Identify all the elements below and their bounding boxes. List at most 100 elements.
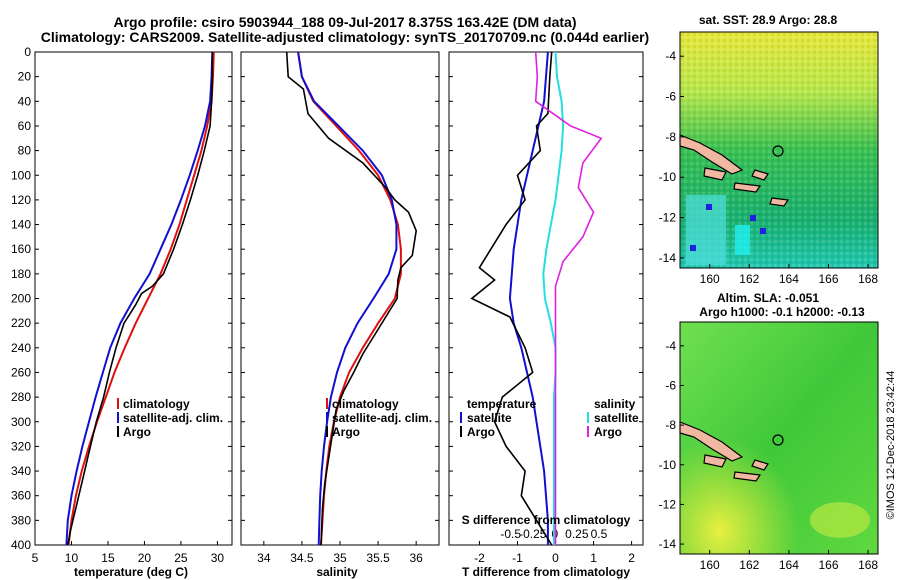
y-tick-label: 40 (18, 94, 32, 108)
sst-blue-cell (690, 245, 696, 251)
y-tick-label: 320 (11, 439, 31, 453)
difference-xlabel: T difference from climatology (462, 565, 630, 579)
island-shape (679, 134, 744, 175)
series-line-t-argo (470, 51, 553, 546)
x-tick-label: 25 (174, 551, 188, 565)
y-tick-label: 0 (24, 45, 31, 59)
map-x-tick-label: 162 (739, 558, 759, 572)
argo-position-marker (772, 145, 784, 157)
series-line-s-argo (534, 51, 603, 545)
difference-axes-frame (448, 51, 644, 546)
legend-label: satellite (467, 411, 512, 425)
x-tick-label: 5 (32, 551, 39, 565)
temperature-panel: 0 20 40 60 80 100 120 140 160 180 200 220 240 260 280 3… (11, 45, 233, 565)
series-line-argo (285, 51, 418, 546)
y-tick-label: 400 (11, 538, 31, 552)
x-tick-label: 15 (101, 551, 115, 565)
series-line-satellite-adj-clim- (297, 51, 398, 546)
legend-label: Argo (594, 425, 622, 439)
sst-map-frame (679, 31, 879, 269)
x-tick-label: -1 (512, 551, 523, 565)
sla-map-subtitle: Argo h1000: -0.1 h2000: -0.13 (699, 305, 865, 319)
x-tick-label: 36 (409, 551, 423, 565)
island-shape (751, 459, 769, 471)
legend-title-temperature: temperature (467, 397, 537, 411)
sst-blue-cell (760, 228, 766, 234)
x-tick-label: 0 (552, 551, 559, 565)
sst-cool-patch (735, 225, 750, 255)
y-tick-label: 220 (11, 316, 31, 330)
s-tick-label: -0.25 (519, 527, 547, 541)
s-tick-label: -0.5 (500, 527, 521, 541)
island-shape (769, 197, 790, 207)
figure-title-line2: Climatology: CARS2009. Satellite-adjuste… (41, 29, 649, 45)
x-tick-label: 2 (628, 551, 635, 565)
salinity-axes-frame (240, 51, 440, 546)
map-y-tick-label: -8 (665, 130, 676, 144)
y-tick-label: 360 (11, 489, 31, 503)
imos-watermark: ©IMOS 12-Dec-2018 23:42:44 (885, 371, 897, 520)
x-tick-label: 34.5 (290, 551, 314, 565)
x-tick-label: -2 (474, 551, 485, 565)
s-tick-label: 0.5 (591, 527, 608, 541)
x-tick-label: 34 (257, 551, 271, 565)
y-tick-label: 60 (18, 119, 32, 133)
legend-label: Argo (467, 425, 495, 439)
x-tick-label: 30 (211, 551, 225, 565)
island-shape (733, 471, 762, 482)
map-x-tick-label: 166 (818, 272, 838, 286)
salinity-panel: 34 34.5 35 35.5 36 climatologysatellite-adj. … (240, 51, 440, 565)
series-line-satellite-adj-clim- (65, 51, 214, 546)
x-tick-label: 20 (138, 551, 152, 565)
map-x-tick-label: 168 (858, 558, 878, 572)
figure-title-line1: Argo profile: csiro 5903944_188 09-Jul-2… (113, 14, 576, 30)
legend-title-salinity: salinity (594, 397, 636, 411)
y-tick-label: 240 (11, 341, 31, 355)
sla-map-title: Altim. SLA: -0.051 (717, 291, 819, 305)
sst-blue-cell (750, 215, 756, 221)
map-y-tick-label: -14 (659, 251, 677, 265)
s-difference-axis-label: S difference from climatology (462, 513, 631, 527)
map-x-tick-label: 168 (858, 272, 878, 286)
legend-label: Argo (123, 425, 151, 439)
island-shape (679, 421, 744, 462)
y-tick-label: 260 (11, 365, 31, 379)
y-tick-label: 20 (18, 70, 32, 84)
map-x-tick-label: 164 (779, 558, 799, 572)
series-line-t-satellite (508, 51, 549, 545)
y-tick-label: 140 (11, 218, 31, 232)
y-tick-label: 380 (11, 513, 31, 527)
map-y-tick-label: -6 (665, 378, 676, 392)
y-tick-label: 280 (11, 390, 31, 404)
y-tick-label: 200 (11, 292, 31, 306)
x-tick-label: 1 (590, 551, 597, 565)
y-tick-label: 180 (11, 267, 31, 281)
island-shape (703, 167, 727, 181)
legend-label: satellite (594, 411, 639, 425)
sla-map: 160 162 164 166 168 -4 -6 -8 -10 -12 -14 (659, 321, 879, 572)
y-tick-label: 340 (11, 464, 31, 478)
s-tick-label: 0.25 (565, 527, 589, 541)
sst-map: 160 162 164 166 168 -4 -6 -8 -10 -12 -14 (659, 31, 879, 286)
y-tick-label: 100 (11, 168, 31, 182)
island-shape (703, 454, 727, 468)
x-tick-label: 10 (65, 551, 79, 565)
map-y-tick-label: -8 (665, 418, 676, 432)
island-shape (733, 182, 762, 193)
salinity-xlabel: salinity (316, 565, 358, 579)
map-x-tick-label: 162 (739, 272, 759, 286)
map-y-tick-label: -6 (665, 90, 676, 104)
series-line-climatology (67, 51, 215, 546)
series-line-s-satellite (542, 51, 565, 545)
map-y-tick-label: -10 (659, 170, 677, 184)
sla-high-region (810, 502, 870, 538)
legend-label: satellite-adj. clim. (332, 411, 432, 425)
sst-blue-cell (706, 204, 712, 210)
map-y-tick-label: -4 (665, 49, 676, 63)
legend-label: climatology (332, 397, 399, 411)
sla-map-frame (679, 321, 879, 555)
y-tick-label: 300 (11, 415, 31, 429)
map-y-tick-label: -14 (659, 537, 677, 551)
